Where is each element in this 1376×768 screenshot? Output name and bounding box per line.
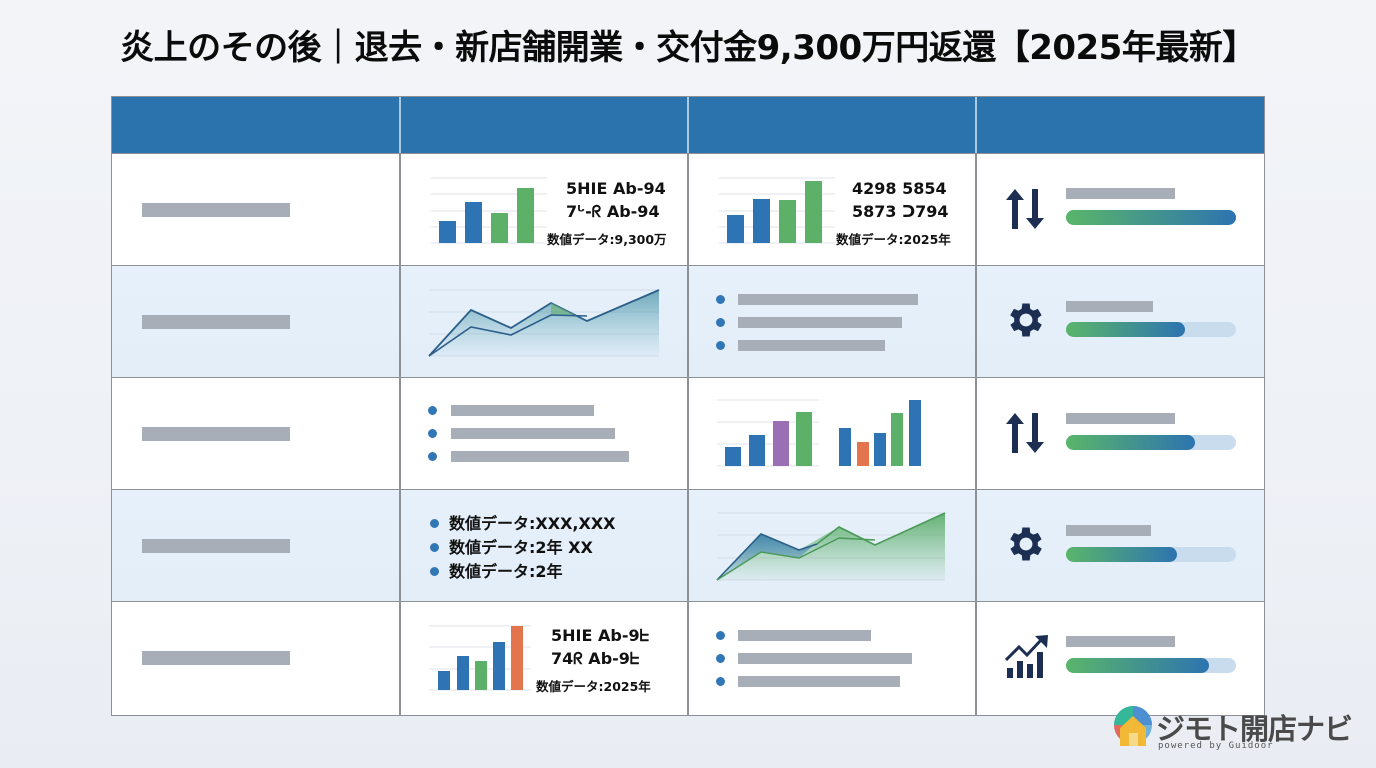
- bar-chart-cell: 5HIE Ab-9ᖶ 74ᖇ Ab-9ᖶ 数値データ:2025年: [401, 602, 688, 714]
- progress-bar: [1066, 547, 1236, 562]
- chart-label-line: 5HIE Ab-94: [566, 179, 666, 198]
- divider: [687, 97, 689, 153]
- bar-chart: [717, 399, 921, 467]
- bar-chart: [429, 625, 531, 691]
- placeholder-line: [451, 428, 615, 439]
- bar-chart: [431, 177, 547, 244]
- placeholder-label: [142, 315, 290, 329]
- bullet-icon: [716, 341, 725, 350]
- status-cell: [977, 490, 1264, 602]
- progress-bar: [1066, 210, 1236, 225]
- placeholder-line: [738, 676, 900, 687]
- bullet-icon: [430, 543, 439, 552]
- status-cell: [977, 602, 1264, 714]
- status-cell: [977, 378, 1264, 490]
- column-divider: [399, 153, 401, 715]
- area-chart-cell: [689, 490, 976, 602]
- placeholder-label: [1066, 301, 1153, 312]
- sort-arrows-icon: [1006, 413, 1044, 453]
- bar-chart: [719, 177, 835, 244]
- bullet-list-cell: [689, 266, 976, 378]
- divider: [399, 97, 401, 153]
- bullet-icon: [716, 318, 725, 327]
- bullet-icon: [716, 677, 725, 686]
- chart-label-line: 5HIE Ab-9ᖶ: [551, 626, 650, 645]
- column-divider: [687, 153, 689, 715]
- bullet-icon: [430, 567, 439, 576]
- progress-bar: [1066, 322, 1236, 337]
- placeholder-line: [738, 630, 871, 641]
- placeholder-label: [1066, 636, 1175, 647]
- text-list-cell: 数値データ:XXX,XXX 数値データ:2年 XX 数値データ:2年: [401, 490, 688, 602]
- list-item: 数値データ:2年 XX: [449, 538, 593, 557]
- bullet-icon: [428, 429, 437, 438]
- progress-bar: [1066, 658, 1236, 673]
- status-cell: [977, 266, 1264, 378]
- house-logo-icon: [1114, 706, 1152, 746]
- placeholder-line: [451, 405, 594, 416]
- dual-bar-chart-cell: [689, 378, 976, 490]
- logo-text: ジモト開店ナビ: [1156, 712, 1353, 746]
- bullet-list-cell: [689, 602, 976, 714]
- placeholder-label: [1066, 525, 1151, 536]
- growth-chart-icon: [1005, 635, 1048, 678]
- chart-caption: 数値データ:2025年: [836, 232, 951, 247]
- placeholder-line: [738, 294, 918, 305]
- bullet-icon: [716, 631, 725, 640]
- placeholder-label: [1066, 188, 1175, 199]
- bullet-icon: [430, 519, 439, 528]
- table-header: [112, 97, 1264, 154]
- chart-label-line: 74ᖇ Ab-9ᖶ: [551, 649, 640, 668]
- chart-label-line: 4298 5854: [852, 179, 947, 198]
- chart-caption: 数値データ:2025年: [536, 679, 651, 694]
- placeholder-line: [451, 451, 629, 462]
- bar-chart-cell: 4298 5854 5873 ᑐ794 数値データ:2025年: [689, 154, 976, 266]
- bullet-icon: [716, 654, 725, 663]
- sort-arrows-icon: [1006, 189, 1044, 229]
- placeholder-line: [738, 340, 885, 351]
- bar-chart-cell: 5HIE Ab-94 7ᒡ-ᖇ Ab-94 数値データ:9,300万: [401, 154, 688, 266]
- header-cell-3: [689, 97, 976, 153]
- list-item: 数値データ:XXX,XXX: [449, 514, 616, 533]
- area-chart: [428, 289, 660, 357]
- placeholder-label: [142, 651, 290, 665]
- bullet-icon: [716, 295, 725, 304]
- chart-caption: 数値データ:9,300万: [547, 232, 667, 247]
- gear-icon: [1010, 303, 1042, 337]
- divider: [975, 97, 977, 153]
- placeholder-label: [1066, 413, 1175, 424]
- status-cell: [977, 154, 1264, 266]
- bullet-list-cell: [401, 378, 688, 490]
- header-cell-1: [112, 97, 400, 153]
- bullet-icon: [428, 406, 437, 415]
- header-cell-4: [977, 97, 1264, 153]
- bullet-icon: [428, 452, 437, 461]
- column-divider: [975, 153, 977, 715]
- logo-subtext: powered by Guidoor: [1158, 741, 1274, 751]
- placeholder-label: [142, 539, 290, 553]
- area-chart-cell: [401, 266, 688, 378]
- list-item: 数値データ:2年: [449, 562, 563, 581]
- comparison-table: 5HIE Ab-94 7ᒡ-ᖇ Ab-94 数値データ:9,300万 4298 …: [111, 96, 1265, 716]
- placeholder-line: [738, 653, 912, 664]
- placeholder-label: [142, 427, 290, 441]
- placeholder-label: [142, 203, 290, 217]
- chart-label-line: 5873 ᑐ794: [852, 202, 949, 221]
- progress-bar: [1066, 435, 1236, 450]
- page-title: 炎上のその後｜退去・新店舗開業・交付金9,300万円返還【2025年最新】: [120, 28, 1256, 68]
- gear-icon: [1010, 527, 1042, 561]
- chart-label-line: 7ᒡ-ᖇ Ab-94: [566, 202, 660, 221]
- placeholder-line: [738, 317, 902, 328]
- area-chart: [716, 512, 946, 581]
- header-cell-2: [401, 97, 688, 153]
